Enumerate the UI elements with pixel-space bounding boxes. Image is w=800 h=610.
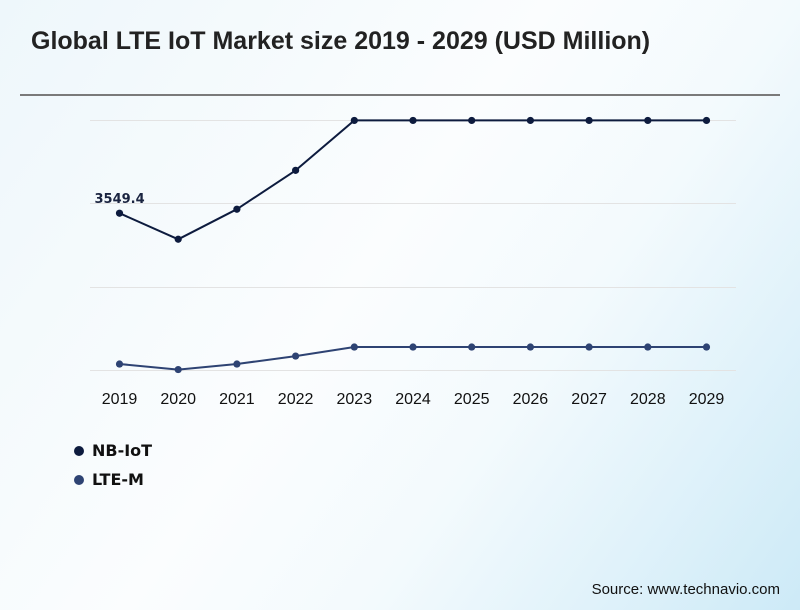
- data-point-nb-iot-2024: [409, 116, 417, 125]
- x-tick-label-2024: 2024: [395, 391, 431, 408]
- data-point-nb-iot-2023: [350, 116, 358, 125]
- data-point-nb-iot-2019: [115, 209, 124, 217]
- data-point-lte-m-2025: [468, 343, 476, 351]
- series-line-nb-iot: [119, 119, 707, 241]
- data-point-lte-m-2024: [409, 343, 417, 351]
- data-point-nb-iot-2029: [702, 116, 711, 125]
- data-point-lte-m-2021: [233, 360, 241, 368]
- title-divider: [20, 94, 780, 96]
- data-point-nb-iot-2021: [233, 205, 241, 213]
- x-tick-label-2019: 2019: [102, 391, 138, 408]
- data-point-nb-iot-2025: [468, 116, 476, 125]
- x-tick-label-2028: 2028: [630, 391, 666, 408]
- legend-marker-icon: [74, 474, 84, 485]
- data-point-lte-m-2020: [174, 365, 182, 374]
- legend-item-lte-m: LTE-M: [74, 465, 152, 494]
- x-tick-label-2020: 2020: [160, 391, 196, 408]
- x-tick-label-2022: 2022: [278, 391, 314, 408]
- x-tick-label-2025: 2025: [454, 391, 490, 408]
- x-tick-label-2023: 2023: [337, 391, 373, 408]
- legend-marker-icon: [74, 445, 84, 456]
- legend-label: NB-IoT: [92, 441, 153, 460]
- data-point-lte-m-2026: [526, 343, 535, 351]
- data-point-lte-m-2022: [292, 352, 300, 360]
- chart-title: Global LTE IoT Market size 2019 - 2029 (…: [31, 27, 651, 55]
- data-point-lte-m-2023: [350, 343, 358, 351]
- x-tick-label-2021: 2021: [219, 391, 255, 408]
- data-point-nb-iot-2026: [526, 116, 535, 125]
- x-tick-label-2026: 2026: [513, 391, 549, 408]
- data-point-lte-m-2029: [702, 343, 711, 351]
- data-point-nb-iot-2027: [585, 116, 593, 125]
- legend: NB-IoT LTE-M: [74, 436, 152, 494]
- legend-item-nb-iot: NB-IoT: [74, 436, 152, 465]
- legend-label: LTE-M: [92, 470, 144, 489]
- data-point-nb-iot-2022: [292, 166, 300, 174]
- data-label-nb-iot-2019: 3549.4: [95, 192, 145, 207]
- source-credit: Source: www.technavio.com: [591, 581, 780, 598]
- x-tick-label-2029: 2029: [689, 391, 725, 408]
- data-point-lte-m-2028: [644, 343, 652, 351]
- x-tick-label-2027: 2027: [571, 391, 607, 408]
- data-point-lte-m-2019: [115, 360, 124, 368]
- data-point-lte-m-2027: [585, 343, 593, 351]
- data-point-nb-iot-2020: [174, 235, 182, 243]
- data-point-nb-iot-2028: [644, 116, 652, 125]
